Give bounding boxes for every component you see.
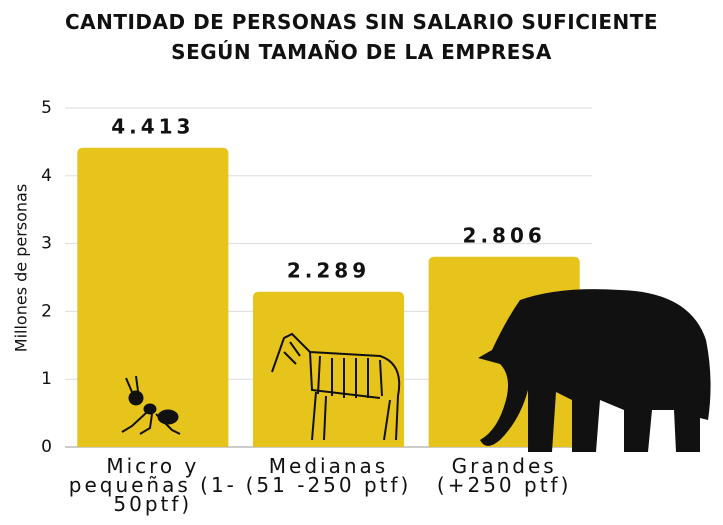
value-label: 4.413 xyxy=(111,114,194,138)
y-tick-label: 0 xyxy=(41,437,52,457)
y-tick-label: 2 xyxy=(41,301,52,321)
zebra-icon xyxy=(271,332,401,441)
value-label: 2.289 xyxy=(287,258,370,282)
y-tick-label: 4 xyxy=(41,166,52,186)
y-axis-label: Millones de personas xyxy=(12,184,31,352)
chart-title: SEGÚN TAMAÑO DE LA EMPRESA xyxy=(171,40,552,64)
y-tick-label: 3 xyxy=(41,234,52,254)
x-tick-label: Medianas (51 -250 ptf) xyxy=(245,454,412,497)
x-tick-label: Grandes (+250 ptf) xyxy=(436,454,572,497)
bar xyxy=(77,147,229,448)
elephant-icon xyxy=(478,289,711,452)
y-tick-label: 5 xyxy=(41,98,52,118)
x-tick-label: Micro y pequeñas (1-50ptf) xyxy=(68,454,237,516)
y-tick-label: 1 xyxy=(41,369,52,389)
value-label: 2.806 xyxy=(463,223,546,247)
chart-title: CANTIDAD DE PERSONAS SIN SALARIO SUFICIE… xyxy=(64,10,659,34)
bar xyxy=(252,291,405,447)
ant-icon xyxy=(121,375,181,435)
